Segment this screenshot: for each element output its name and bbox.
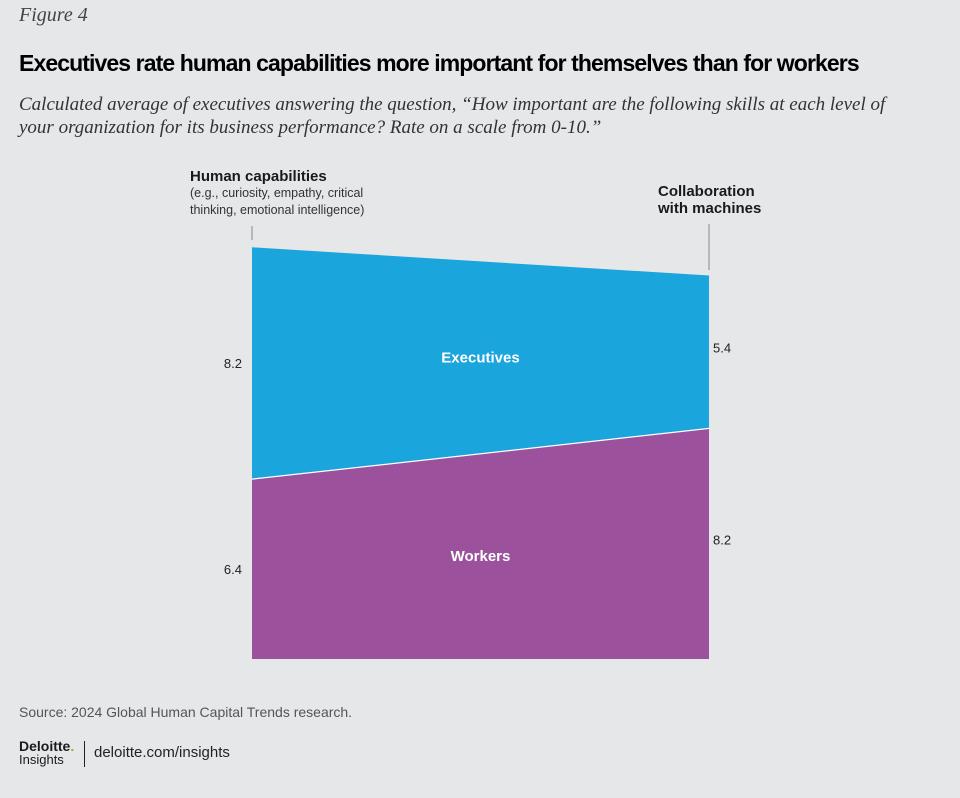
logo-subtext: Insights <box>19 752 64 767</box>
deloitte-insights-logo: Deloitte. Insights <box>19 738 75 767</box>
category-label-right: Collaboration with machines <box>658 183 768 217</box>
series-label-executives: Executives <box>441 349 519 366</box>
area-workers <box>252 427 709 659</box>
website-link[interactable]: deloitte.com/insights <box>94 744 230 761</box>
area-executives <box>252 247 709 479</box>
value-label: 8.2 <box>713 532 731 547</box>
source-note: Source: 2024 Global Human Capital Trends… <box>19 704 353 720</box>
category-description: (e.g., curiosity, empathy, critical thin… <box>190 186 365 217</box>
value-label: 6.4 <box>224 562 242 577</box>
chart-subtitle: Calculated average of executives answeri… <box>19 94 886 138</box>
series-label-workers: Workers <box>451 548 511 565</box>
category-label-left: Human capabilities (e.g., curiosity, emp… <box>190 168 375 219</box>
category-title: Human capabilities <box>190 168 327 185</box>
chart-title: Executives rate human capabilities more … <box>19 50 860 76</box>
logo-dot: . <box>70 738 75 754</box>
value-label: 8.2 <box>224 356 242 371</box>
divider <box>84 741 85 767</box>
value-label: 5.4 <box>713 341 731 356</box>
logo-text: Deloitte <box>19 738 71 754</box>
figure-label: Figure 4 <box>19 4 88 26</box>
category-title: Collaboration with machines <box>658 183 762 217</box>
